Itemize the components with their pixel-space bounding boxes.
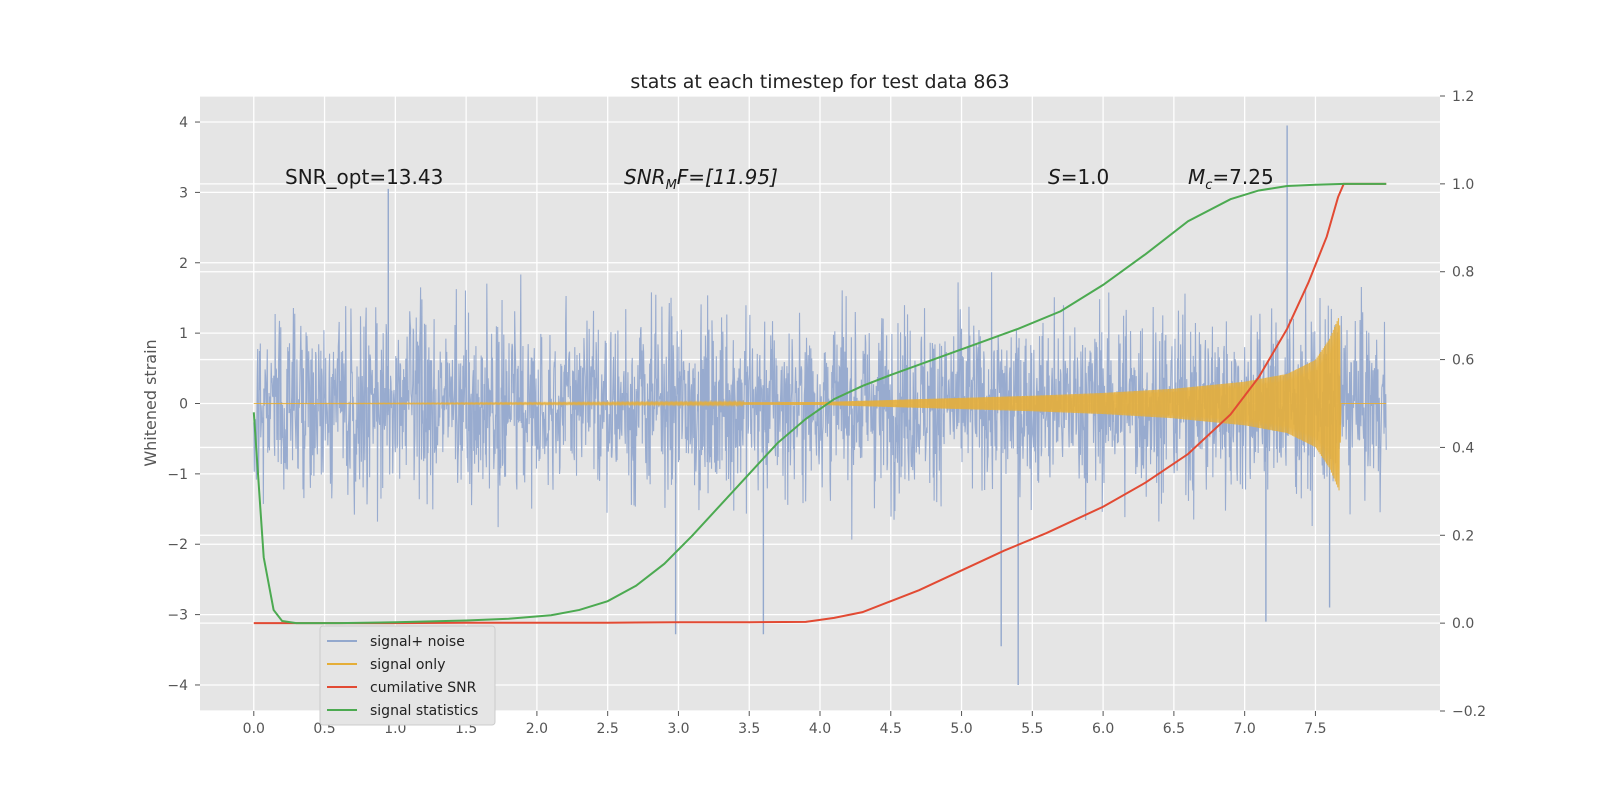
x-tick-label: 2.5	[597, 721, 619, 737]
legend-label-signal-noise: signal+ noise	[370, 634, 465, 650]
annotation-mc-rest: =7.25	[1212, 165, 1273, 189]
x-tick-label: 5.0	[950, 721, 972, 737]
x-tick-label: 4.0	[809, 721, 831, 737]
y2-tick-label: 1.2	[1452, 89, 1474, 105]
x-tick-label: 0.0	[243, 721, 265, 737]
x-tick-label: 3.5	[738, 721, 760, 737]
x-tick-label: 4.5	[880, 721, 902, 737]
signal-noise-line	[253, 272, 1387, 540]
legend-label-signal-statistics: signal statistics	[370, 703, 478, 719]
y-tick-label: 0	[179, 397, 188, 413]
annotation-s: S=1.0	[1048, 165, 1109, 189]
x-axis-ticks: 0.0 0.5 1.0 1.5 2.0 2.5 3.0 3.5 4.0 4.5 5.0 5.5 6.0 6…	[243, 711, 1327, 737]
y-tick-label: 1	[179, 326, 188, 342]
signal-only-line	[253, 318, 1387, 491]
y2-tick-label: 1.0	[1452, 177, 1474, 193]
y2-tick-label: 0.4	[1452, 440, 1474, 456]
y2-tick-label: 0.0	[1452, 616, 1474, 632]
annotation-s-rest: =1.0	[1061, 165, 1110, 189]
y-tick-label: 2	[179, 256, 188, 272]
annotation-snr-opt: SNR_opt=13.43	[285, 165, 443, 189]
x-tick-label: 2.0	[526, 721, 548, 737]
annotation-snr-mf-main: SNR	[624, 165, 666, 189]
y-tick-label: −1	[167, 467, 188, 483]
y-tick-label: −2	[167, 537, 188, 553]
x-tick-label: 6.0	[1092, 721, 1114, 737]
x-tick-label: 5.5	[1021, 721, 1043, 737]
signal-statistics-line	[252, 182, 1387, 625]
x-tick-label: 7.5	[1304, 721, 1326, 737]
y-tick-label: −4	[167, 678, 188, 694]
y-tick-label: −3	[167, 608, 188, 624]
y-axis-label: Whitened strain	[141, 339, 160, 466]
chart-title: stats at each timestep for test data 863	[630, 71, 1009, 93]
x-tick-label: 3.0	[667, 721, 689, 737]
cumulative-snr-line	[253, 182, 1387, 625]
y2-tick-label: 0.6	[1452, 353, 1474, 369]
annotation-mc: Mc=7.25	[1188, 165, 1274, 193]
legend: signal+ noise signal only cumilative SNR…	[319, 625, 496, 726]
x-tick-label: 7.0	[1234, 721, 1256, 737]
annotation-mc-sub: c	[1205, 178, 1212, 193]
legend-label-cumulative-snr: cumilative SNR	[370, 680, 477, 696]
y-tick-label: 4	[179, 115, 188, 131]
y-tick-label: 3	[179, 185, 188, 201]
annotation-mc-main: M	[1188, 165, 1205, 189]
y2-tick-label: 0.8	[1452, 265, 1474, 281]
legend-label-signal-only: signal only	[370, 657, 445, 673]
annotation-snr-mf-sub: M	[666, 178, 677, 193]
x-tick-label: 6.5	[1163, 721, 1185, 737]
signal-noise-series	[253, 125, 1387, 685]
annotation-snr-mf: SNRMF=[11.95]	[624, 165, 778, 193]
y2-tick-label: 0.2	[1452, 528, 1474, 544]
annotation-snr-mf-rest: F=[11.95]	[677, 165, 778, 189]
overlay-lines	[252, 182, 1387, 625]
signal-only-series	[253, 318, 1387, 491]
legend-box	[319, 625, 496, 726]
annotation-s-main: S	[1048, 165, 1061, 189]
y2-tick-label: −0.2	[1452, 704, 1486, 720]
y-axis-ticks: −4 −3 −2 −1 0 1 2 3 4	[167, 115, 200, 694]
y2-axis-ticks: −0.2 0.0 0.2 0.4 0.6 0.8 1.0 1.2	[1440, 89, 1486, 720]
